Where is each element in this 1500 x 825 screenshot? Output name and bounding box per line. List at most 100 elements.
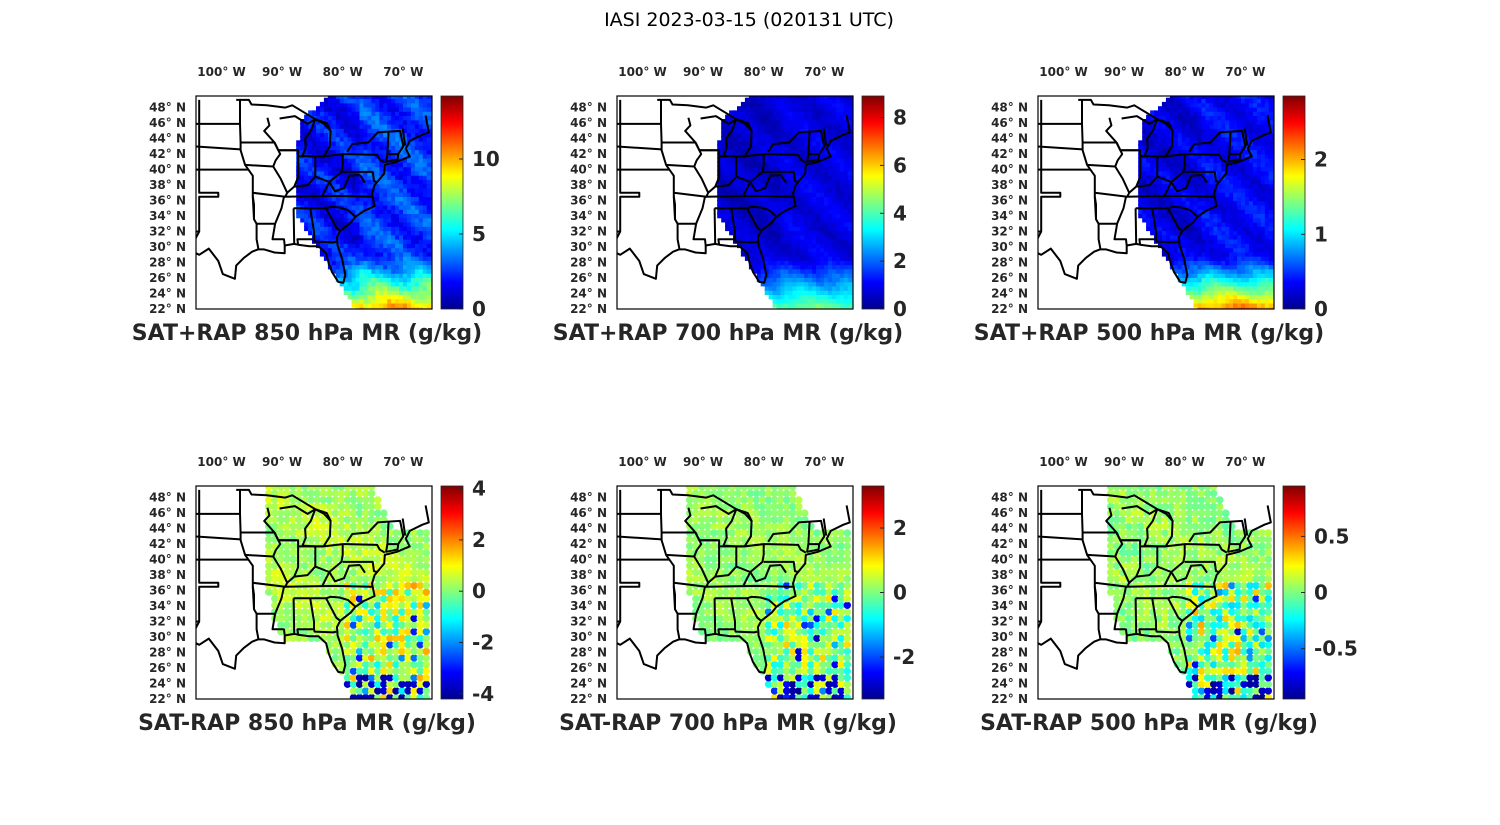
- colorbar-tick-label: 0: [1314, 581, 1328, 605]
- lat-tick-label: 48° N: [991, 491, 1028, 505]
- lat-tick-label: 30° N: [991, 630, 1028, 644]
- panel-sat-plus-rap-850: 100° W 90° W 80° W 70° W 48° N46° N 44° N42° …: [132, 65, 500, 346]
- lat-tick-label: 46° N: [991, 506, 1028, 520]
- lat-tick-label: 46° N: [570, 506, 607, 520]
- lat-tick-label: 42° N: [991, 147, 1028, 161]
- lat-tick-label: 48° N: [991, 101, 1028, 115]
- panel-sat-plus-rap-700: 100° W 90° W 80° W 70° W 48° N46° N 44° N42° …: [553, 65, 907, 346]
- colorbar-tick-label: 4: [893, 201, 907, 225]
- lat-tick-label: 40° N: [570, 163, 607, 177]
- lon-tick-label: 70° W: [804, 455, 844, 469]
- lat-tick-label: 38° N: [991, 568, 1028, 582]
- lat-tick-label: 42° N: [149, 147, 186, 161]
- lat-tick-label: 26° N: [991, 661, 1028, 675]
- lon-tick-label: 70° W: [1225, 455, 1265, 469]
- data-field: [296, 96, 432, 309]
- panel-title: SAT+RAP 700 hPa MR (g/kg): [553, 321, 903, 346]
- colorbar-tick-label: 0: [893, 297, 907, 321]
- lat-tick-label: 32° N: [149, 225, 186, 239]
- map-frame: [616, 95, 854, 310]
- lat-tick-label: 48° N: [149, 491, 186, 505]
- lat-tick-label: 28° N: [570, 256, 607, 270]
- lon-tick-label: 100° W: [197, 455, 245, 469]
- lat-tick-label: 46° N: [991, 116, 1028, 130]
- panel-title: SAT+RAP 500 hPa MR (g/kg): [974, 321, 1324, 346]
- colorbar-tick-label: 2: [472, 528, 486, 552]
- data-field: [686, 486, 851, 699]
- lon-tick-label: 80° W: [744, 65, 784, 79]
- colorbar-tick-label: -0.5: [1314, 637, 1358, 661]
- state-borders: [617, 488, 851, 674]
- lon-tick-label: 100° W: [618, 65, 666, 79]
- state-borders: [1038, 488, 1272, 674]
- panel-sat-minus-rap-500: 100° W 90° W 80° W 70° W 48° N46° N 44° N42° …: [980, 455, 1358, 736]
- lat-tick-label: 24° N: [991, 677, 1028, 691]
- lon-tick-label: 80° W: [1165, 65, 1205, 79]
- lat-tick-label: 32° N: [149, 615, 186, 629]
- lat-tick-label: 38° N: [149, 178, 186, 192]
- lat-tick-label: 48° N: [570, 491, 607, 505]
- panel-sat-minus-rap-700: 100° W 90° W 80° W 70° W 48° N46° N 44° N42° …: [559, 455, 915, 736]
- data-field: [1138, 96, 1274, 309]
- lat-tick-label: 44° N: [991, 522, 1028, 536]
- panel-title: SAT-RAP 700 hPa MR (g/kg): [559, 711, 897, 736]
- panel-sat-plus-rap-500: 100° W 90° W 80° W 70° W 48° N46° N 44° N42° …: [974, 65, 1328, 346]
- lon-tick-label: 90° W: [1104, 65, 1144, 79]
- colorbar-tick-label: -2: [893, 645, 915, 669]
- lat-tick-label: 22° N: [570, 302, 607, 316]
- lon-tick-label: 80° W: [1165, 455, 1205, 469]
- lat-tick-label: 24° N: [991, 287, 1028, 301]
- lat-tick-label: 22° N: [149, 302, 186, 316]
- state-borders: [1038, 98, 1272, 284]
- lon-tick-label: 100° W: [197, 65, 245, 79]
- lat-tick-label: 24° N: [149, 677, 186, 691]
- map-frame: [195, 485, 433, 700]
- lat-tick-label: 42° N: [570, 537, 607, 551]
- lat-tick-label: 46° N: [149, 116, 186, 130]
- lon-tick-label: 80° W: [323, 65, 363, 79]
- lon-tick-label: 100° W: [618, 455, 666, 469]
- lat-tick-label: 42° N: [149, 537, 186, 551]
- colorbar-tick-label: 8: [893, 106, 907, 130]
- lat-tick-label: 48° N: [149, 101, 186, 115]
- lon-tick-label: 70° W: [804, 65, 844, 79]
- lat-tick-label: 28° N: [991, 256, 1028, 270]
- lat-tick-label: 40° N: [991, 553, 1028, 567]
- colorbar-tick-label: 4: [472, 477, 486, 501]
- lat-tick-label: 34° N: [991, 209, 1028, 223]
- lat-tick-label: 28° N: [149, 256, 186, 270]
- lat-tick-label: 26° N: [149, 661, 186, 675]
- colorbar: [1282, 95, 1306, 310]
- state-borders: [617, 98, 851, 284]
- colorbar-tick-label: 2: [893, 516, 907, 540]
- lat-tick-label: 28° N: [149, 646, 186, 660]
- panel-title: SAT+RAP 850 hPa MR (g/kg): [132, 321, 482, 346]
- lat-tick-label: 38° N: [149, 568, 186, 582]
- lat-tick-label: 44° N: [570, 132, 607, 146]
- lat-tick-label: 42° N: [991, 537, 1028, 551]
- lat-tick-label: 34° N: [570, 209, 607, 223]
- lat-tick-label: 36° N: [149, 194, 186, 208]
- lat-tick-label: 44° N: [149, 132, 186, 146]
- map-frame: [1037, 485, 1275, 700]
- map-frame: [195, 95, 433, 310]
- lat-tick-label: 30° N: [149, 630, 186, 644]
- data-field: [717, 96, 853, 309]
- lon-tick-label: 70° W: [383, 65, 423, 79]
- colorbar-tick-label: 0: [893, 581, 907, 605]
- colorbar-tick-label: 6: [893, 153, 907, 177]
- lon-tick-label: 90° W: [262, 455, 302, 469]
- colorbar-tick-label: 10: [472, 147, 500, 171]
- lon-tick-label: 90° W: [1104, 455, 1144, 469]
- colorbar-tick-label: 0: [472, 297, 486, 321]
- lat-tick-label: 38° N: [991, 178, 1028, 192]
- map-frame: [616, 485, 854, 700]
- lat-tick-label: 40° N: [149, 163, 186, 177]
- lat-tick-label: 26° N: [149, 271, 186, 285]
- lat-tick-label: 28° N: [570, 646, 607, 660]
- lat-tick-label: 26° N: [570, 271, 607, 285]
- lat-tick-label: 24° N: [570, 287, 607, 301]
- lat-tick-label: 48° N: [570, 101, 607, 115]
- state-borders: [196, 98, 430, 284]
- lat-tick-label: 34° N: [570, 599, 607, 613]
